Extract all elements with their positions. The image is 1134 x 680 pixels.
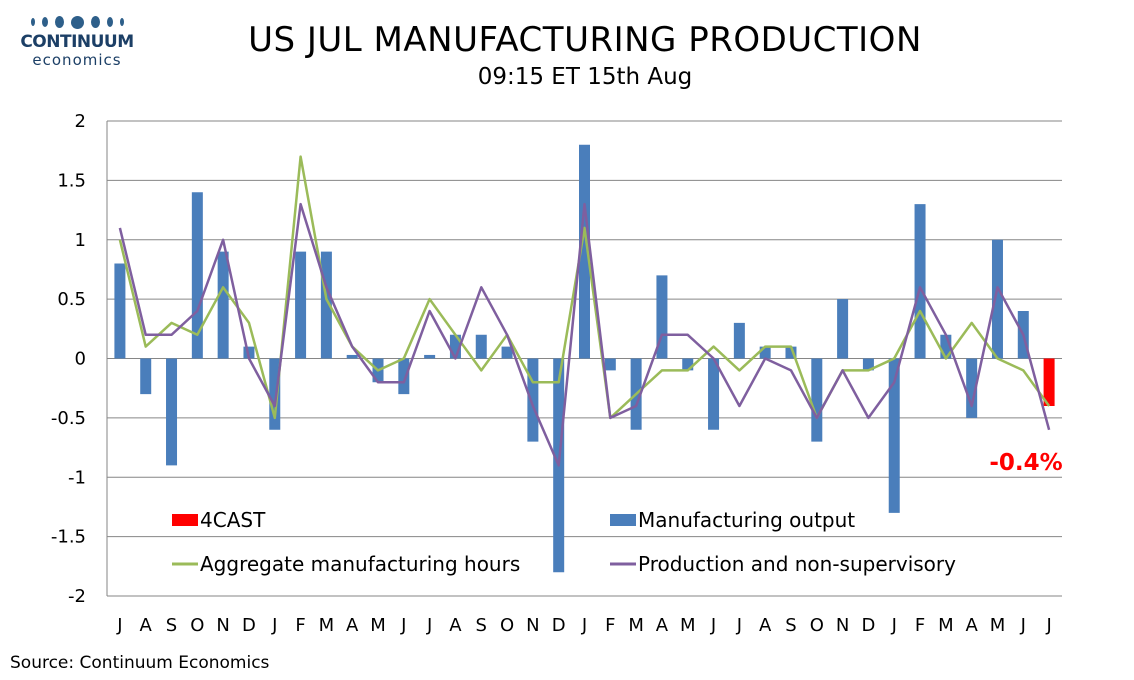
x-tick-label: D: [552, 615, 566, 636]
bar: [320, 251, 332, 359]
bar: [191, 192, 203, 359]
bar: [811, 358, 823, 442]
legend-label: Production and non-supervisory: [638, 552, 956, 576]
series-line: [118, 155, 1051, 420]
legend-label: Aggregate manufacturing hours: [200, 552, 520, 576]
x-tick-label: A: [759, 615, 772, 636]
logo-sub: economics: [32, 51, 122, 69]
bar: [527, 358, 539, 442]
bar: [449, 334, 461, 359]
bar: [966, 358, 978, 418]
bar: [888, 358, 900, 513]
y-tick-label: 0: [75, 349, 86, 370]
bar: [708, 358, 720, 430]
x-tick-label: A: [140, 615, 153, 636]
x-tick-label: M: [680, 615, 696, 636]
chart-title: US JUL MANUFACTURING PRODUCTION: [248, 20, 922, 60]
bar: [733, 322, 745, 359]
bar: [424, 354, 436, 359]
x-tick-label: A: [656, 615, 669, 636]
bar: [991, 239, 1003, 359]
bar: [475, 334, 487, 359]
x-tick-label: S: [785, 615, 796, 636]
x-tick-label: D: [242, 615, 256, 636]
bar: [914, 204, 926, 359]
source-note: Source: Continuum Economics: [10, 653, 270, 673]
x-tick-label: M: [628, 615, 644, 636]
y-tick-label: -2: [68, 586, 86, 607]
x-tick-label: F: [295, 615, 305, 636]
bar: [346, 354, 358, 359]
x-tick-label: A: [965, 615, 978, 636]
x-tick-label: J: [710, 615, 716, 636]
bar: [656, 275, 668, 359]
x-tick-label: N: [216, 615, 229, 636]
logo-name: CONTINUUM: [20, 32, 134, 52]
legend-swatch: [610, 514, 636, 526]
logo-dots: [12, 14, 142, 30]
bar: [166, 358, 178, 466]
x-tick-label: O: [190, 615, 204, 636]
bar: [579, 144, 590, 359]
x-tick-label: J: [426, 615, 432, 636]
bar: [862, 358, 874, 371]
legend-swatch: [172, 514, 198, 526]
bar: [682, 358, 694, 371]
x-tick-label: M: [938, 615, 954, 636]
bar: [398, 358, 410, 395]
bar: [140, 358, 152, 395]
bar: [501, 346, 513, 359]
x-tick-label: D: [861, 615, 875, 636]
bar: [785, 346, 797, 359]
y-tick-label: 0.5: [57, 289, 86, 310]
bar: [114, 263, 126, 359]
x-tick-label: M: [370, 615, 386, 636]
x-tick-label: A: [346, 615, 359, 636]
x-tick-label: F: [605, 615, 615, 636]
x-tick-label: O: [810, 615, 824, 636]
x-tick-label: A: [449, 615, 462, 636]
x-tick-label: J: [271, 615, 277, 636]
forecast-value-label: -0.4%: [989, 450, 1062, 476]
y-tick-label: 1: [75, 230, 86, 251]
bar: [1043, 358, 1055, 406]
x-tick-label: O: [500, 615, 514, 636]
x-tick-label: J: [400, 615, 406, 636]
y-tick-label: 1.5: [57, 170, 86, 191]
x-tick-label: J: [736, 615, 742, 636]
y-tick-label: -1.5: [51, 527, 86, 548]
x-tick-label: J: [581, 615, 587, 636]
x-tick-label: F: [915, 615, 925, 636]
bar: [940, 334, 952, 359]
x-tick-label: M: [990, 615, 1006, 636]
x-tick-label: N: [836, 615, 849, 636]
bar: [837, 299, 849, 359]
x-tick-label: S: [166, 615, 177, 636]
legend-label: 4CAST: [200, 508, 266, 532]
y-tick-label: -1: [68, 467, 86, 488]
x-tick-label: N: [526, 615, 539, 636]
x-tick-label: M: [319, 615, 335, 636]
x-tick-label: J: [1020, 615, 1026, 636]
bar: [295, 251, 307, 359]
chart-subtitle: 09:15 ET 15th Aug: [477, 64, 693, 90]
x-tick-label: J: [1045, 615, 1051, 636]
bar: [604, 358, 616, 371]
x-tick-label: J: [116, 615, 122, 636]
x-tick-label: S: [476, 615, 487, 636]
y-tick-label: 2: [75, 111, 86, 132]
x-tick-label: J: [891, 615, 897, 636]
bar: [269, 358, 281, 430]
series-line: [118, 202, 1051, 467]
bar: [759, 346, 771, 359]
logo: CONTINUUM economics: [12, 14, 142, 68]
bar: [217, 251, 229, 359]
y-tick-label: -0.5: [51, 408, 86, 429]
legend-label: Manufacturing output: [638, 508, 855, 532]
